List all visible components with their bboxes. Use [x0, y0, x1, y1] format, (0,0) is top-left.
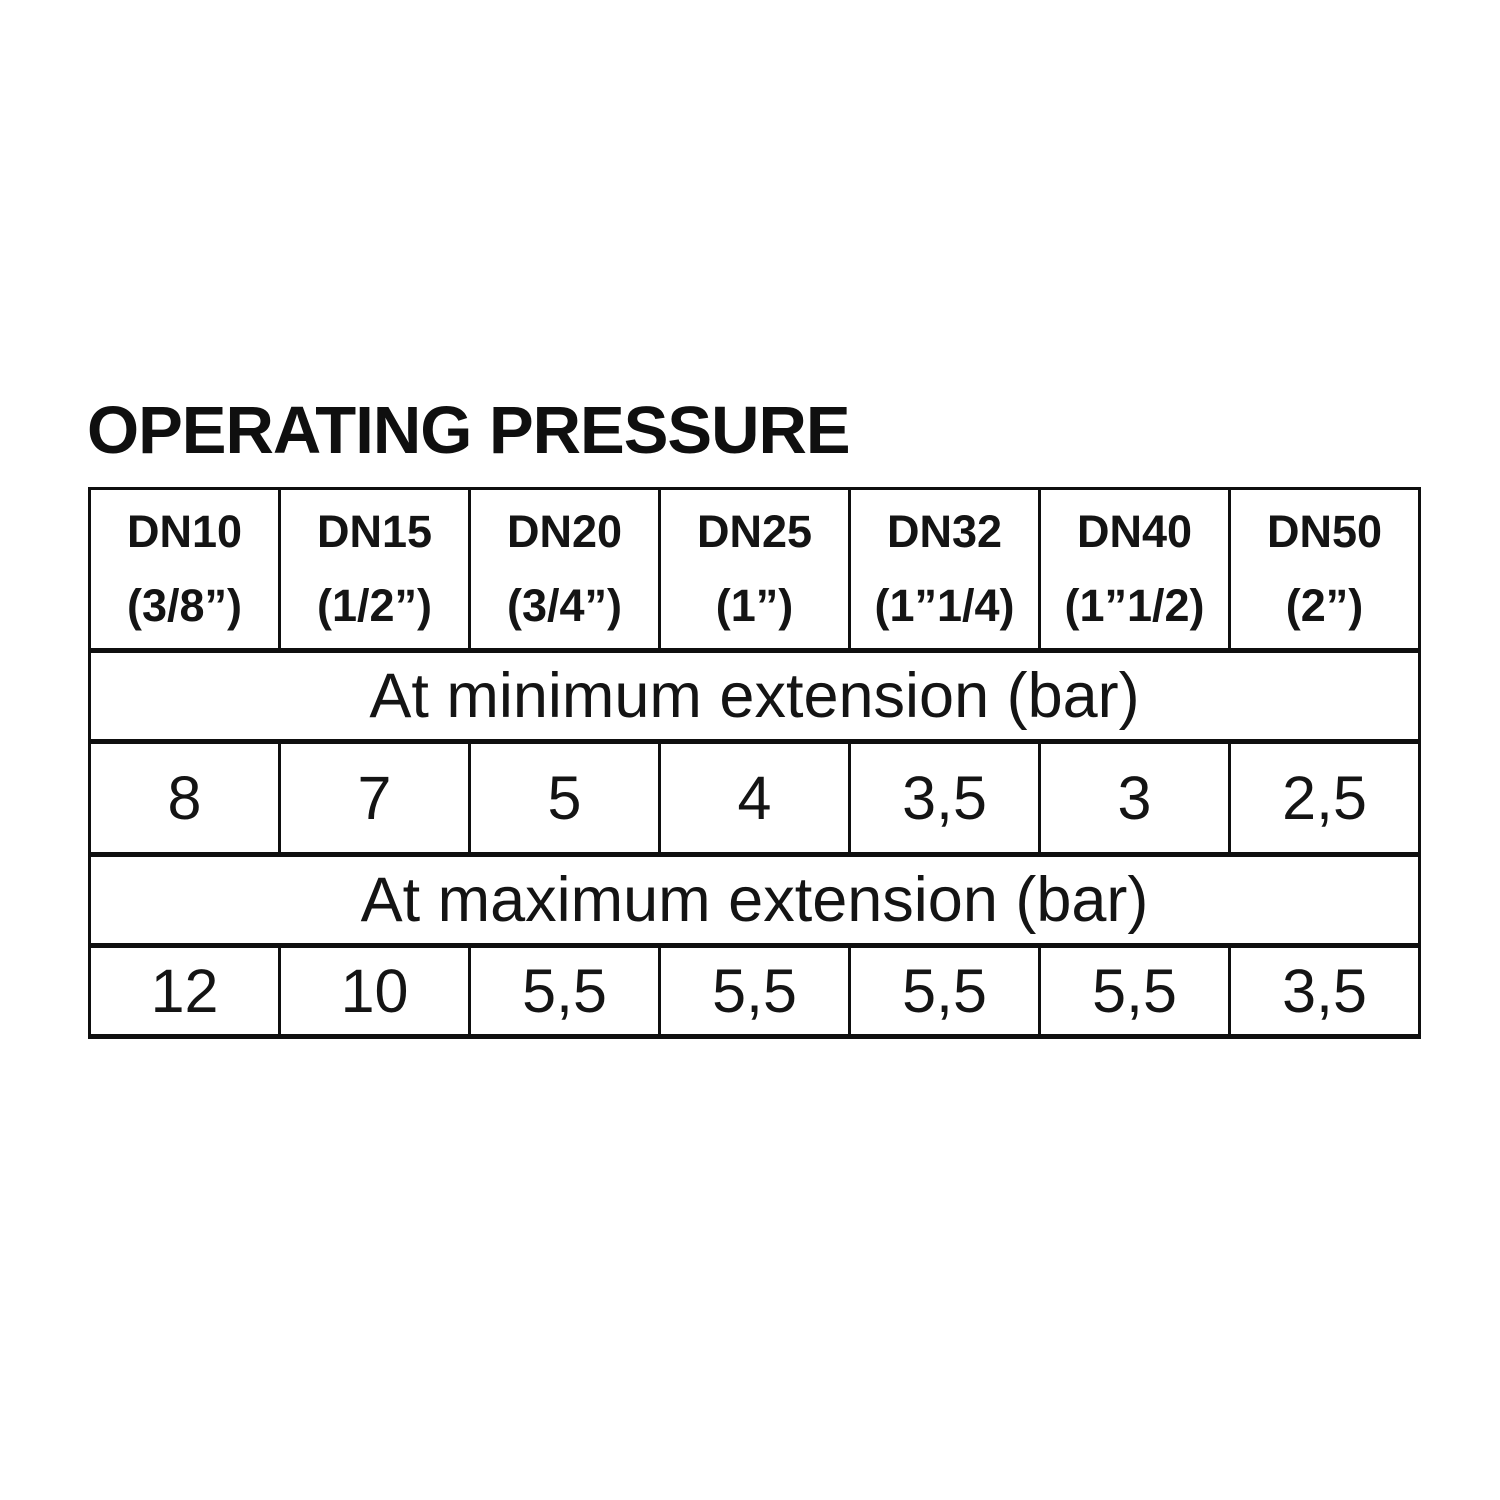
min-value-dn10: 8: [88, 739, 281, 857]
max-value-dn10: 12: [88, 943, 281, 1039]
page-title: OPERATING PRESSURE: [87, 393, 851, 468]
column-header-dn25: DN25 (1”): [658, 487, 851, 653]
table-header-row: DN10 (3/8”) DN15 (1/2”) DN20 (3/4”) DN25…: [88, 487, 1421, 653]
max-value-dn50: 3,5: [1228, 943, 1421, 1039]
section-row-max-extension: At maximum extension (bar): [88, 852, 1421, 948]
dn-size: (3/8”): [126, 580, 243, 631]
values-row-min-extension: 8 7 5 4 3,5 3 2,5: [88, 739, 1421, 857]
max-value-dn20: 5,5: [468, 943, 661, 1039]
max-value-dn32: 5,5: [848, 943, 1041, 1039]
dn-label: DN10: [126, 506, 243, 557]
section-label-max-extension: At maximum extension (bar): [88, 852, 1421, 948]
dn-size: (1/2”): [316, 580, 433, 631]
max-value-dn15: 10: [278, 943, 471, 1039]
max-value-dn25: 5,5: [658, 943, 851, 1039]
dn-size: (2”): [1285, 580, 1364, 631]
section-label-min-extension: At minimum extension (bar): [88, 648, 1421, 744]
column-header-dn15: DN15 (1/2”): [278, 487, 471, 653]
section-row-min-extension: At minimum extension (bar): [88, 648, 1421, 744]
dn-size: (3/4”): [506, 580, 623, 631]
min-value-dn50: 2,5: [1228, 739, 1421, 857]
values-row-max-extension: 12 10 5,5 5,5 5,5 5,5 3,5: [88, 943, 1421, 1039]
column-header-dn40: DN40 (1”1/2): [1038, 487, 1231, 653]
dn-label: DN40: [1076, 506, 1193, 557]
min-value-dn32: 3,5: [848, 739, 1041, 857]
column-header-dn20: DN20 (3/4”): [468, 487, 661, 653]
min-value-dn25: 4: [658, 739, 851, 857]
column-header-dn50: DN50 (2”): [1228, 487, 1421, 653]
dn-label: DN15: [316, 506, 433, 557]
min-value-dn40: 3: [1038, 739, 1231, 857]
min-value-dn20: 5: [468, 739, 661, 857]
dn-label: DN25: [696, 506, 813, 557]
dn-label: DN20: [506, 506, 623, 557]
operating-pressure-table: DN10 (3/8”) DN15 (1/2”) DN20 (3/4”) DN25…: [88, 487, 1421, 1039]
dn-size: (1”1/2): [1064, 580, 1205, 631]
dn-label: DN32: [886, 506, 1003, 557]
column-header-dn10: DN10 (3/8”): [88, 487, 281, 653]
dn-size: (1”1/4): [874, 580, 1015, 631]
dn-size: (1”): [715, 580, 794, 631]
min-value-dn15: 7: [278, 739, 471, 857]
column-header-dn32: DN32 (1”1/4): [848, 487, 1041, 653]
dn-label: DN50: [1266, 506, 1383, 557]
max-value-dn40: 5,5: [1038, 943, 1231, 1039]
